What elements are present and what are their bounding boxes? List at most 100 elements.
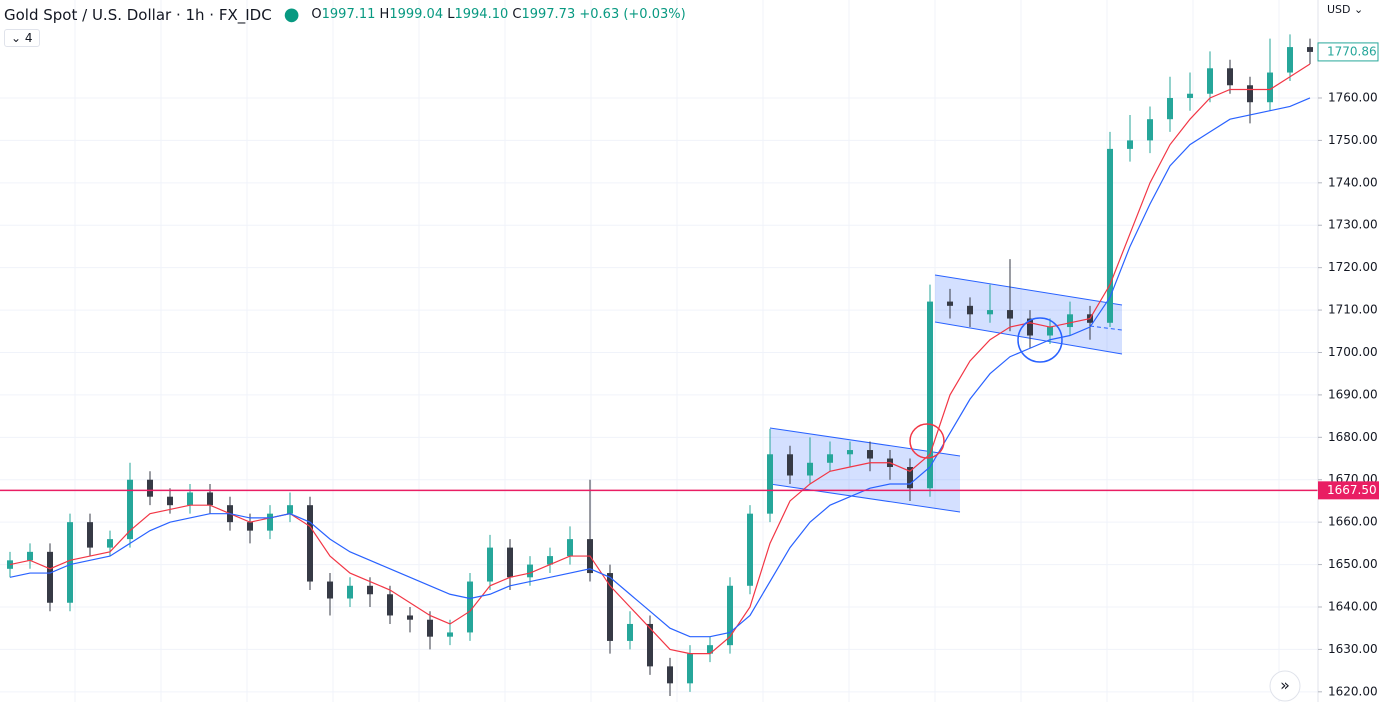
candle-body — [787, 454, 793, 476]
plot — [0, 34, 1318, 697]
y-tick-label: 1730.00 — [1328, 218, 1378, 232]
hline-label: 1667.50 — [1327, 483, 1377, 497]
y-tick-label: 1760.00 — [1328, 90, 1378, 104]
ohlc-value: 1997.11 — [321, 7, 376, 22]
candle-body — [1167, 97, 1173, 120]
candle-body — [567, 539, 573, 557]
channel-line — [769, 483, 961, 513]
candle-body — [1267, 72, 1273, 103]
y-tick-label: 1720.00 — [1328, 260, 1378, 274]
candle-body — [27, 551, 33, 561]
candle-body — [487, 547, 493, 582]
candle-body — [967, 305, 973, 315]
symbol: Gold Spot / U.S. Dollar · 1h · FX_IDC — [4, 5, 272, 24]
candle-body — [627, 623, 633, 641]
scroll-icon[interactable]: » — [1280, 676, 1290, 695]
candle-body — [947, 301, 953, 306]
y-tick-label: 1650.00 — [1328, 557, 1378, 571]
ohlc-label: C — [512, 7, 522, 22]
candle-body — [827, 454, 833, 463]
candle-body — [467, 581, 473, 633]
candle-body — [1007, 310, 1013, 319]
channel-2 — [934, 274, 1123, 355]
moving-average — [9, 97, 1311, 638]
channel-fill — [935, 275, 1122, 354]
candle-body — [547, 556, 553, 565]
channel-line — [934, 321, 1123, 355]
candle-body — [387, 594, 393, 616]
currency: USD — [1327, 3, 1351, 16]
candle-body — [87, 522, 93, 548]
legend-header: Gold Spot / U.S. Dollar · 1h · FX_IDC ● … — [4, 4, 686, 25]
ohlc-label: O — [311, 7, 322, 22]
candle-body — [67, 522, 73, 603]
y-tick-label: 1690.00 — [1328, 387, 1378, 401]
last-price-label: 1770.86 — [1327, 44, 1377, 58]
candle-body — [747, 513, 753, 586]
candle-body — [727, 585, 733, 646]
channel-line — [934, 274, 1123, 306]
candle-body — [167, 496, 173, 506]
candle-body — [647, 623, 653, 667]
candle-body — [327, 581, 333, 599]
candle-body — [987, 310, 993, 315]
last-price-bg — [1317, 42, 1379, 62]
candle-body — [907, 467, 913, 489]
moving-average — [9, 63, 1311, 655]
candle-body — [247, 522, 253, 531]
scroll-button[interactable] — [1269, 670, 1301, 702]
indicators-toggle[interactable]: ⌄ 4 — [4, 29, 40, 47]
candle-body — [1207, 68, 1213, 94]
ohlc-label: L — [447, 7, 455, 22]
candle-body — [1227, 68, 1233, 86]
candle-body — [927, 301, 933, 489]
candle-body — [207, 492, 213, 506]
candle-body — [1067, 314, 1073, 328]
candle-body — [47, 551, 53, 603]
y-tick-label: 1620.00 — [1328, 684, 1378, 698]
candle-body — [507, 547, 513, 578]
candle-body — [127, 479, 133, 540]
candle-body — [847, 450, 853, 455]
hline-label-bg — [1318, 481, 1379, 500]
candle-body — [347, 585, 353, 599]
change: +0.63 (+0.03%) — [579, 7, 686, 22]
candle-body — [187, 492, 193, 506]
candle-body — [707, 645, 713, 654]
candle-body — [107, 539, 113, 548]
candle-body — [1307, 47, 1313, 52]
y-tick-label: 1630.00 — [1328, 642, 1378, 656]
highlight-circle — [909, 423, 945, 459]
candle-body — [867, 450, 873, 459]
price-axis: 1620.001630.001640.001650.001660.001670.… — [1317, 42, 1379, 698]
indicator-count: 4 — [24, 31, 33, 45]
ohlc-values: O1997.11 H1999.04 L1994.10 C1997.73 +0.6… — [311, 7, 685, 22]
y-tick-label: 1680.00 — [1328, 430, 1378, 444]
y-tick-label: 1710.00 — [1328, 303, 1378, 317]
candle-body — [427, 619, 433, 637]
y-tick-label: 1750.00 — [1328, 133, 1378, 147]
candle-body — [807, 462, 813, 476]
y-tick-label: 1700.00 — [1328, 345, 1378, 359]
candle-body — [607, 573, 613, 641]
candle-body — [1107, 148, 1113, 323]
y-tick-label: 1740.00 — [1328, 175, 1378, 189]
ohlc-value: 1997.73 — [521, 7, 576, 22]
currency-menu[interactable]: USD ⌄ — [1327, 3, 1364, 16]
candle-body — [147, 479, 153, 497]
ohlc-value: 1999.04 — [389, 7, 444, 22]
y-tick-label: 1640.00 — [1328, 599, 1378, 613]
candle-body — [667, 666, 673, 684]
candle-body — [447, 632, 453, 637]
candle-body — [287, 505, 293, 514]
candle-body — [1147, 119, 1153, 141]
candle-body — [1187, 93, 1193, 98]
ohlc-value: 1994.10 — [454, 7, 509, 22]
candle-body — [1027, 318, 1033, 336]
channel-midline — [1089, 325, 1123, 331]
status-dot: ● — [283, 4, 300, 25]
y-tick-label: 1660.00 — [1328, 515, 1378, 529]
candle-body — [1287, 47, 1293, 73]
